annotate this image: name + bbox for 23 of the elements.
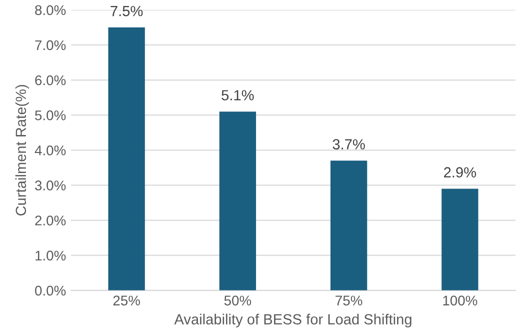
data-label: 7.5%: [110, 6, 143, 16]
bar: [219, 112, 256, 290]
data-label: 3.7%: [332, 139, 365, 150]
y-tick-label: 6.0%: [35, 75, 66, 86]
y-tick-label: 7.0%: [35, 40, 66, 50]
x-tick-label: 75%: [336, 296, 362, 306]
data-label: 5.1%: [222, 90, 254, 100]
bar: [330, 160, 368, 290]
y-tick-label: 5.0%: [35, 110, 66, 120]
bar: [108, 27, 145, 290]
y-tick-label: 1.0%: [36, 250, 66, 261]
y-tick-label: 0.0%: [35, 286, 66, 296]
x-tick-label: 50%: [224, 296, 252, 306]
x-tick-label: 25%: [113, 296, 140, 306]
data-label: 2.9%: [444, 167, 476, 178]
y-tick-label: 8.0%: [35, 5, 66, 16]
y-tick-label: 3.0%: [35, 180, 66, 190]
y-tick-label: 4.0%: [34, 145, 66, 156]
x-tick-label: 100%: [443, 296, 478, 306]
y-axis-title: Curtailment Rate(%): [15, 85, 29, 216]
x-axis-title: Availability of BESS for Load Shifting: [174, 314, 412, 328]
y-tick-label: 2.0%: [35, 216, 66, 226]
bar: [442, 188, 478, 290]
